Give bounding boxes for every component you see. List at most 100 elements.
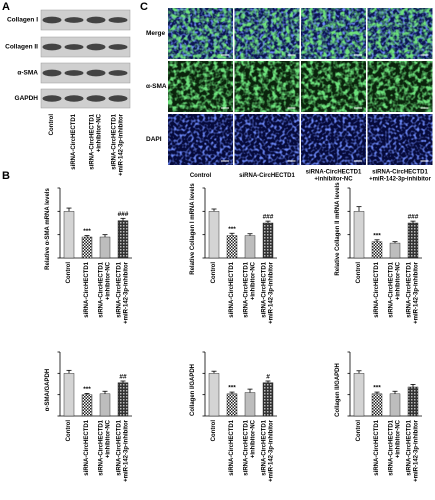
image-column-label: siRNA-CircHECTD1 +miR-142-3p-inhibitor [369, 170, 432, 183]
x-tick-label: siRNA-CircHECTD1 [374, 261, 380, 317]
significance-label: ## [119, 374, 127, 381]
blot-band [86, 43, 106, 51]
blot-band [86, 16, 106, 24]
micrograph-texture [234, 61, 300, 112]
blot-band [64, 70, 84, 76]
x-tick-label: Control [211, 420, 217, 442]
bar [81, 394, 93, 417]
blot-band [108, 70, 128, 76]
blot-label: GAPDH [15, 95, 39, 102]
micrograph-texture [301, 8, 366, 59]
micrograph-texture [234, 114, 300, 165]
blot-lane-label: siRNA-CircHECTD1+miR-142-3p-inhibitor [112, 113, 125, 176]
significance-label: *** [228, 385, 236, 392]
micrograph-texture [367, 61, 433, 112]
image-row-label: DAPI [146, 136, 162, 143]
blot-band [86, 95, 106, 102]
y-axis-label: Collagen I/GAPDH [190, 364, 196, 416]
content: Collagen I Collagen II α-SMA GAPDH Control si… [5, 8, 433, 482]
panel-letter: C [140, 1, 148, 13]
bar [226, 235, 238, 259]
y-axis-label: Relative Collagen I mRNA levels [190, 183, 196, 275]
blot-strip [40, 62, 131, 84]
blot-band [108, 17, 128, 23]
blot-band [64, 95, 84, 102]
significance-label: *** [373, 385, 381, 392]
bar [371, 241, 383, 259]
blot-band [108, 44, 128, 50]
micrograph-texture [168, 114, 233, 165]
x-tick-label: siRNA-CircHECTD1 [84, 261, 90, 317]
bar [63, 211, 75, 259]
bar [262, 382, 274, 417]
bar [353, 211, 365, 259]
x-tick-label: siRNA-CircHECTD1 [229, 419, 235, 475]
bar [244, 235, 256, 259]
micrograph-texture [301, 114, 366, 165]
micrograph-texture [168, 8, 233, 59]
significance-label: ### [408, 214, 419, 221]
x-tick-label: Control [356, 420, 362, 442]
significance-label: *** [373, 232, 381, 239]
image-row-label: Merge [146, 30, 166, 37]
blot-band [108, 95, 128, 102]
x-tick-label: Control [356, 262, 362, 284]
bar [389, 393, 401, 417]
micrograph-texture [301, 61, 366, 112]
blot-band [86, 69, 106, 77]
bar [81, 236, 93, 259]
blot-strip [40, 36, 131, 58]
y-axis-label: Collagen II/GAPDH [335, 363, 341, 417]
blot-band [42, 43, 62, 51]
blot-band [64, 17, 84, 23]
micrograph-texture [367, 8, 433, 59]
blot-band [42, 16, 62, 24]
blot-band [42, 95, 62, 102]
bar [262, 222, 274, 259]
blot-strip [40, 88, 131, 109]
blot-band [42, 69, 62, 77]
x-tick-label: Control [66, 420, 72, 442]
blot-lane-label: siRNA-CircHECTD1 [71, 113, 77, 169]
significance-label: # [266, 374, 270, 381]
bar [389, 242, 401, 259]
blot-label: Collagen II [5, 44, 38, 51]
panel-letter: B [2, 170, 10, 182]
x-tick-label: siRNA-CircHECTD1+miR-142-3p-inhibitor [117, 419, 130, 482]
micrograph-texture [234, 8, 300, 59]
x-tick-label: siRNA-CircHECTD1+inhibitor-NC [244, 261, 257, 317]
bar [208, 373, 220, 417]
bar [353, 373, 365, 417]
panel-letter: A [2, 1, 10, 13]
blot-lane-label: Control [49, 114, 55, 136]
x-tick-label: siRNA-CircHECTD1+miR-142-3p-inhibitor [407, 261, 420, 324]
x-tick-label: Control [211, 262, 217, 284]
x-tick-label: Control [66, 262, 72, 284]
x-tick-label: siRNA-CircHECTD1+miR-142-3p-inhibitor [117, 261, 130, 324]
bar [371, 393, 383, 417]
blot-strip [40, 9, 131, 31]
x-tick-label: siRNA-CircHECTD1+inhibitor-NC [389, 261, 402, 317]
image-column-label: siRNA-CircHECTD1 [239, 173, 295, 179]
image-column-label: Control [190, 173, 212, 179]
blot-band [64, 44, 84, 50]
micrograph-texture [168, 61, 233, 112]
significance-label: *** [83, 228, 91, 235]
bar [63, 373, 75, 417]
x-tick-label: siRNA-CircHECTD1+miR-142-3p-inhibitor [407, 419, 420, 482]
bar [407, 386, 419, 417]
bar [99, 393, 111, 417]
x-tick-label: siRNA-CircHECTD1+miR-142-3p-inhibitor [262, 419, 275, 482]
blot-lane-label: siRNA-CircHECTD1+inhibitor-NC [90, 113, 103, 169]
significance-label: ### [263, 214, 274, 221]
x-tick-label: siRNA-CircHECTD1 [374, 419, 380, 475]
image-row-label: α-SMA [146, 83, 167, 90]
x-tick-label: siRNA-CircHECTD1+miR-142-3p-inhibitor [262, 261, 275, 324]
x-tick-label: siRNA-CircHECTD1+inhibitor-NC [99, 419, 112, 475]
bar [117, 220, 129, 259]
significance-label: *** [83, 386, 91, 393]
bar [117, 382, 129, 417]
bar [226, 393, 238, 417]
y-axis-label: α-SMA/GAPDH [45, 369, 51, 411]
